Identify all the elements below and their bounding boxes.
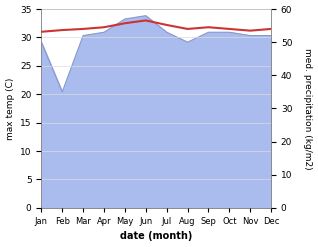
Y-axis label: med. precipitation (kg/m2): med. precipitation (kg/m2) xyxy=(303,48,313,169)
X-axis label: date (month): date (month) xyxy=(120,231,192,242)
Y-axis label: max temp (C): max temp (C) xyxy=(5,77,15,140)
